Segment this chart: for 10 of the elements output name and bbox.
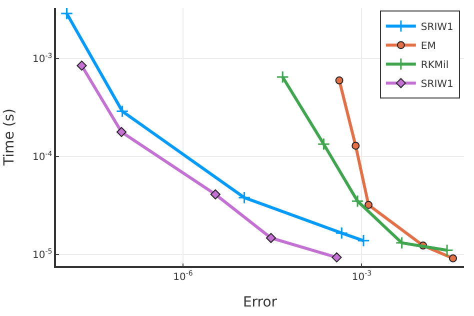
legend-label: RKMil [420, 60, 449, 71]
x-axis-title: Error [242, 294, 278, 311]
y-tick-label: 10$^{-3}$ [32, 52, 52, 66]
legend-label: EM [420, 40, 436, 52]
y-axis-title: Time (s) [2, 108, 18, 166]
legend-label: SRIW1 [420, 22, 454, 33]
legend-label: SRIW1 [420, 78, 454, 90]
y-tick-label: 10$^{-5}$ [32, 248, 52, 261]
y-tick-label: 10$^{-4}$ [32, 150, 53, 164]
x-tick-label: 10$^{-6}$ [173, 270, 194, 283]
